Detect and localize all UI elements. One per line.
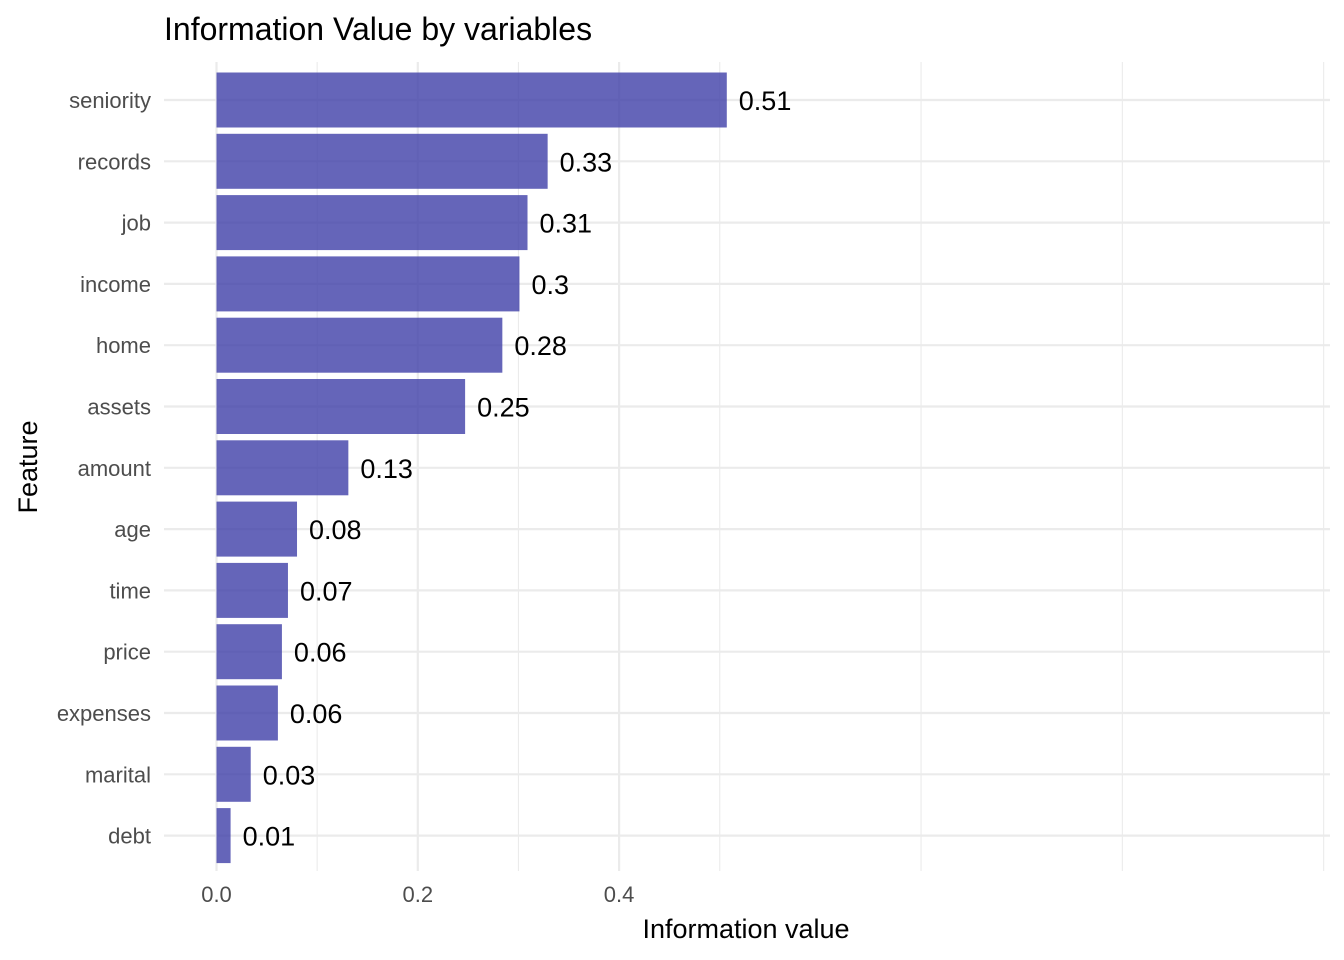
y-tick-label-marital: marital (85, 762, 151, 787)
x-axis-title: Information value (642, 914, 849, 944)
y-tick-label-home: home (96, 333, 151, 358)
bar-amount (216, 440, 349, 496)
x-axis-ticks: 0.0 0.2 0.4 (201, 882, 634, 907)
data-label-age: 0.08 (309, 515, 362, 545)
data-label-time: 0.07 (300, 576, 353, 606)
y-tick-label-time: time (109, 578, 151, 603)
data-label-assets: 0.25 (477, 393, 530, 423)
data-label-seniority: 0.51 (739, 86, 792, 116)
bar-expenses (216, 685, 278, 741)
data-label-expenses: 0.06 (290, 699, 343, 729)
y-axis-ticks: seniority records job income home assets amoun… (57, 88, 151, 849)
y-tick-label-income: income (80, 272, 151, 297)
data-label-home: 0.28 (514, 331, 567, 361)
y-tick-label-records: records (78, 149, 151, 174)
data-label-marital: 0.03 (263, 760, 316, 790)
bar-records (216, 133, 548, 189)
bar-seniority (216, 72, 727, 128)
bar-debt (216, 808, 231, 864)
y-tick-label-job: job (121, 211, 151, 236)
bar-age (216, 501, 298, 557)
data-labels: 0.51 0.33 0.31 0.3 0.28 0.25 0.13 0.08 0.07 0.06 0… (243, 86, 792, 852)
y-tick-label-amount: amount (78, 456, 151, 481)
bar-job (216, 195, 528, 251)
y-axis-title: Feature (13, 420, 43, 513)
y-tick-label-debt: debt (108, 824, 151, 849)
data-label-amount: 0.13 (360, 454, 413, 484)
bars (216, 72, 727, 864)
data-label-job: 0.31 (540, 209, 593, 239)
bar-price (216, 624, 282, 680)
data-label-debt: 0.01 (243, 822, 296, 852)
chart-title: Information Value by variables (164, 11, 592, 47)
x-tick-label: 0.2 (403, 882, 434, 907)
data-label-price: 0.06 (294, 638, 347, 668)
data-label-income: 0.3 (531, 270, 569, 300)
bar-assets (216, 379, 466, 434)
y-tick-label-assets: assets (87, 395, 151, 420)
data-label-records: 0.33 (560, 147, 613, 177)
bar-marital (216, 746, 251, 802)
y-tick-label-expenses: expenses (57, 701, 151, 726)
bar-home (216, 317, 503, 373)
x-tick-label: 0.0 (201, 882, 232, 907)
bar-income (216, 256, 520, 312)
y-tick-label-age: age (114, 517, 151, 542)
bar-time (216, 562, 288, 618)
y-tick-label-seniority: seniority (69, 88, 151, 113)
y-tick-label-price: price (103, 640, 151, 665)
x-tick-label: 0.4 (604, 882, 635, 907)
